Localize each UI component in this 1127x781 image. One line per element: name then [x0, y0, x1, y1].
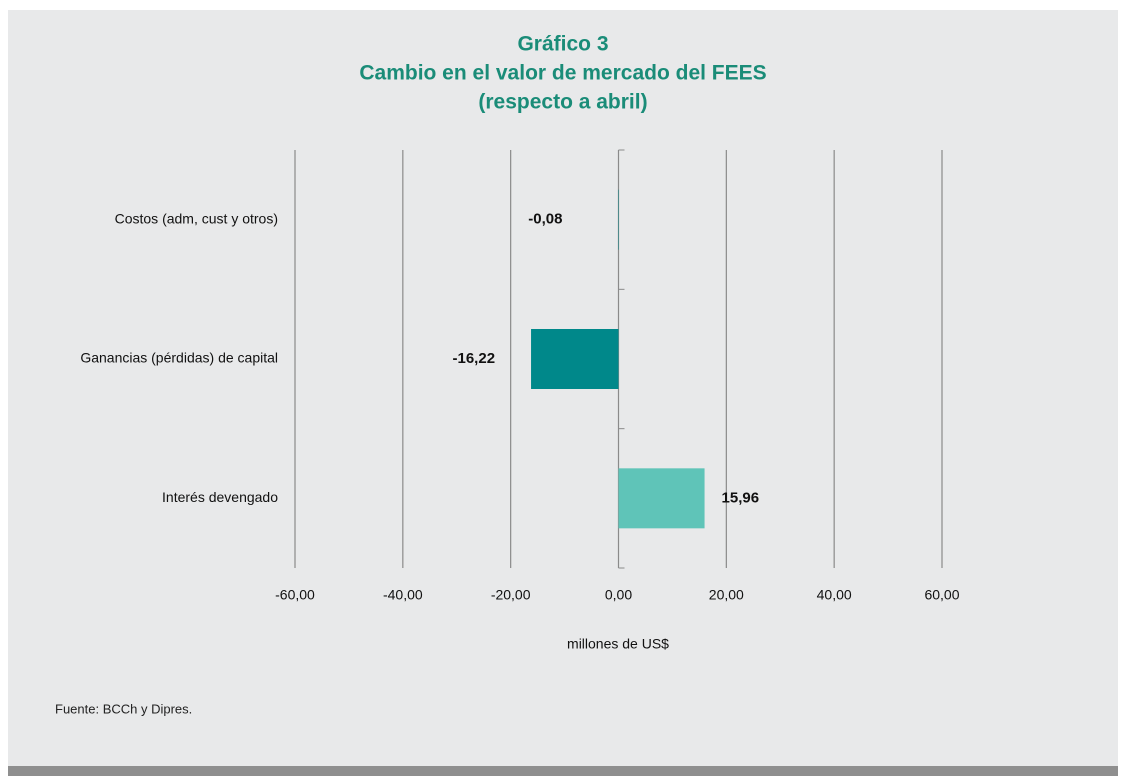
y-tick-label: Costos (adm, cust y otros): [115, 210, 278, 226]
value-label: -16,22: [453, 350, 496, 367]
source: Fuente: BCCh y Dipres.: [55, 701, 192, 716]
x-tick-label: -60,00: [275, 587, 315, 603]
bar: [531, 329, 618, 389]
chart-title: Cambio en el valor de mercado del FEES: [359, 62, 766, 85]
value-label: -0,08: [528, 211, 562, 228]
x-tick-label: 20,00: [709, 587, 744, 603]
x-tick-label: 40,00: [817, 587, 852, 603]
chart-title: (respecto a abril): [478, 91, 647, 114]
chart-title: Gráfico 3: [517, 33, 608, 56]
y-tick-label: Interés devengado: [162, 489, 278, 505]
y-tick-label: Ganancias (pérdidas) de capital: [80, 350, 278, 366]
x-tick-label: -20,00: [491, 587, 531, 603]
bar: [619, 468, 705, 528]
x-tick-label: 60,00: [924, 587, 959, 603]
x-tick-label: 0,00: [605, 587, 632, 603]
bottom-bar: [8, 766, 1118, 776]
x-tick-label: -40,00: [383, 587, 423, 603]
value-label: 15,96: [722, 489, 760, 506]
x-axis-label: millones de US$: [567, 636, 669, 652]
